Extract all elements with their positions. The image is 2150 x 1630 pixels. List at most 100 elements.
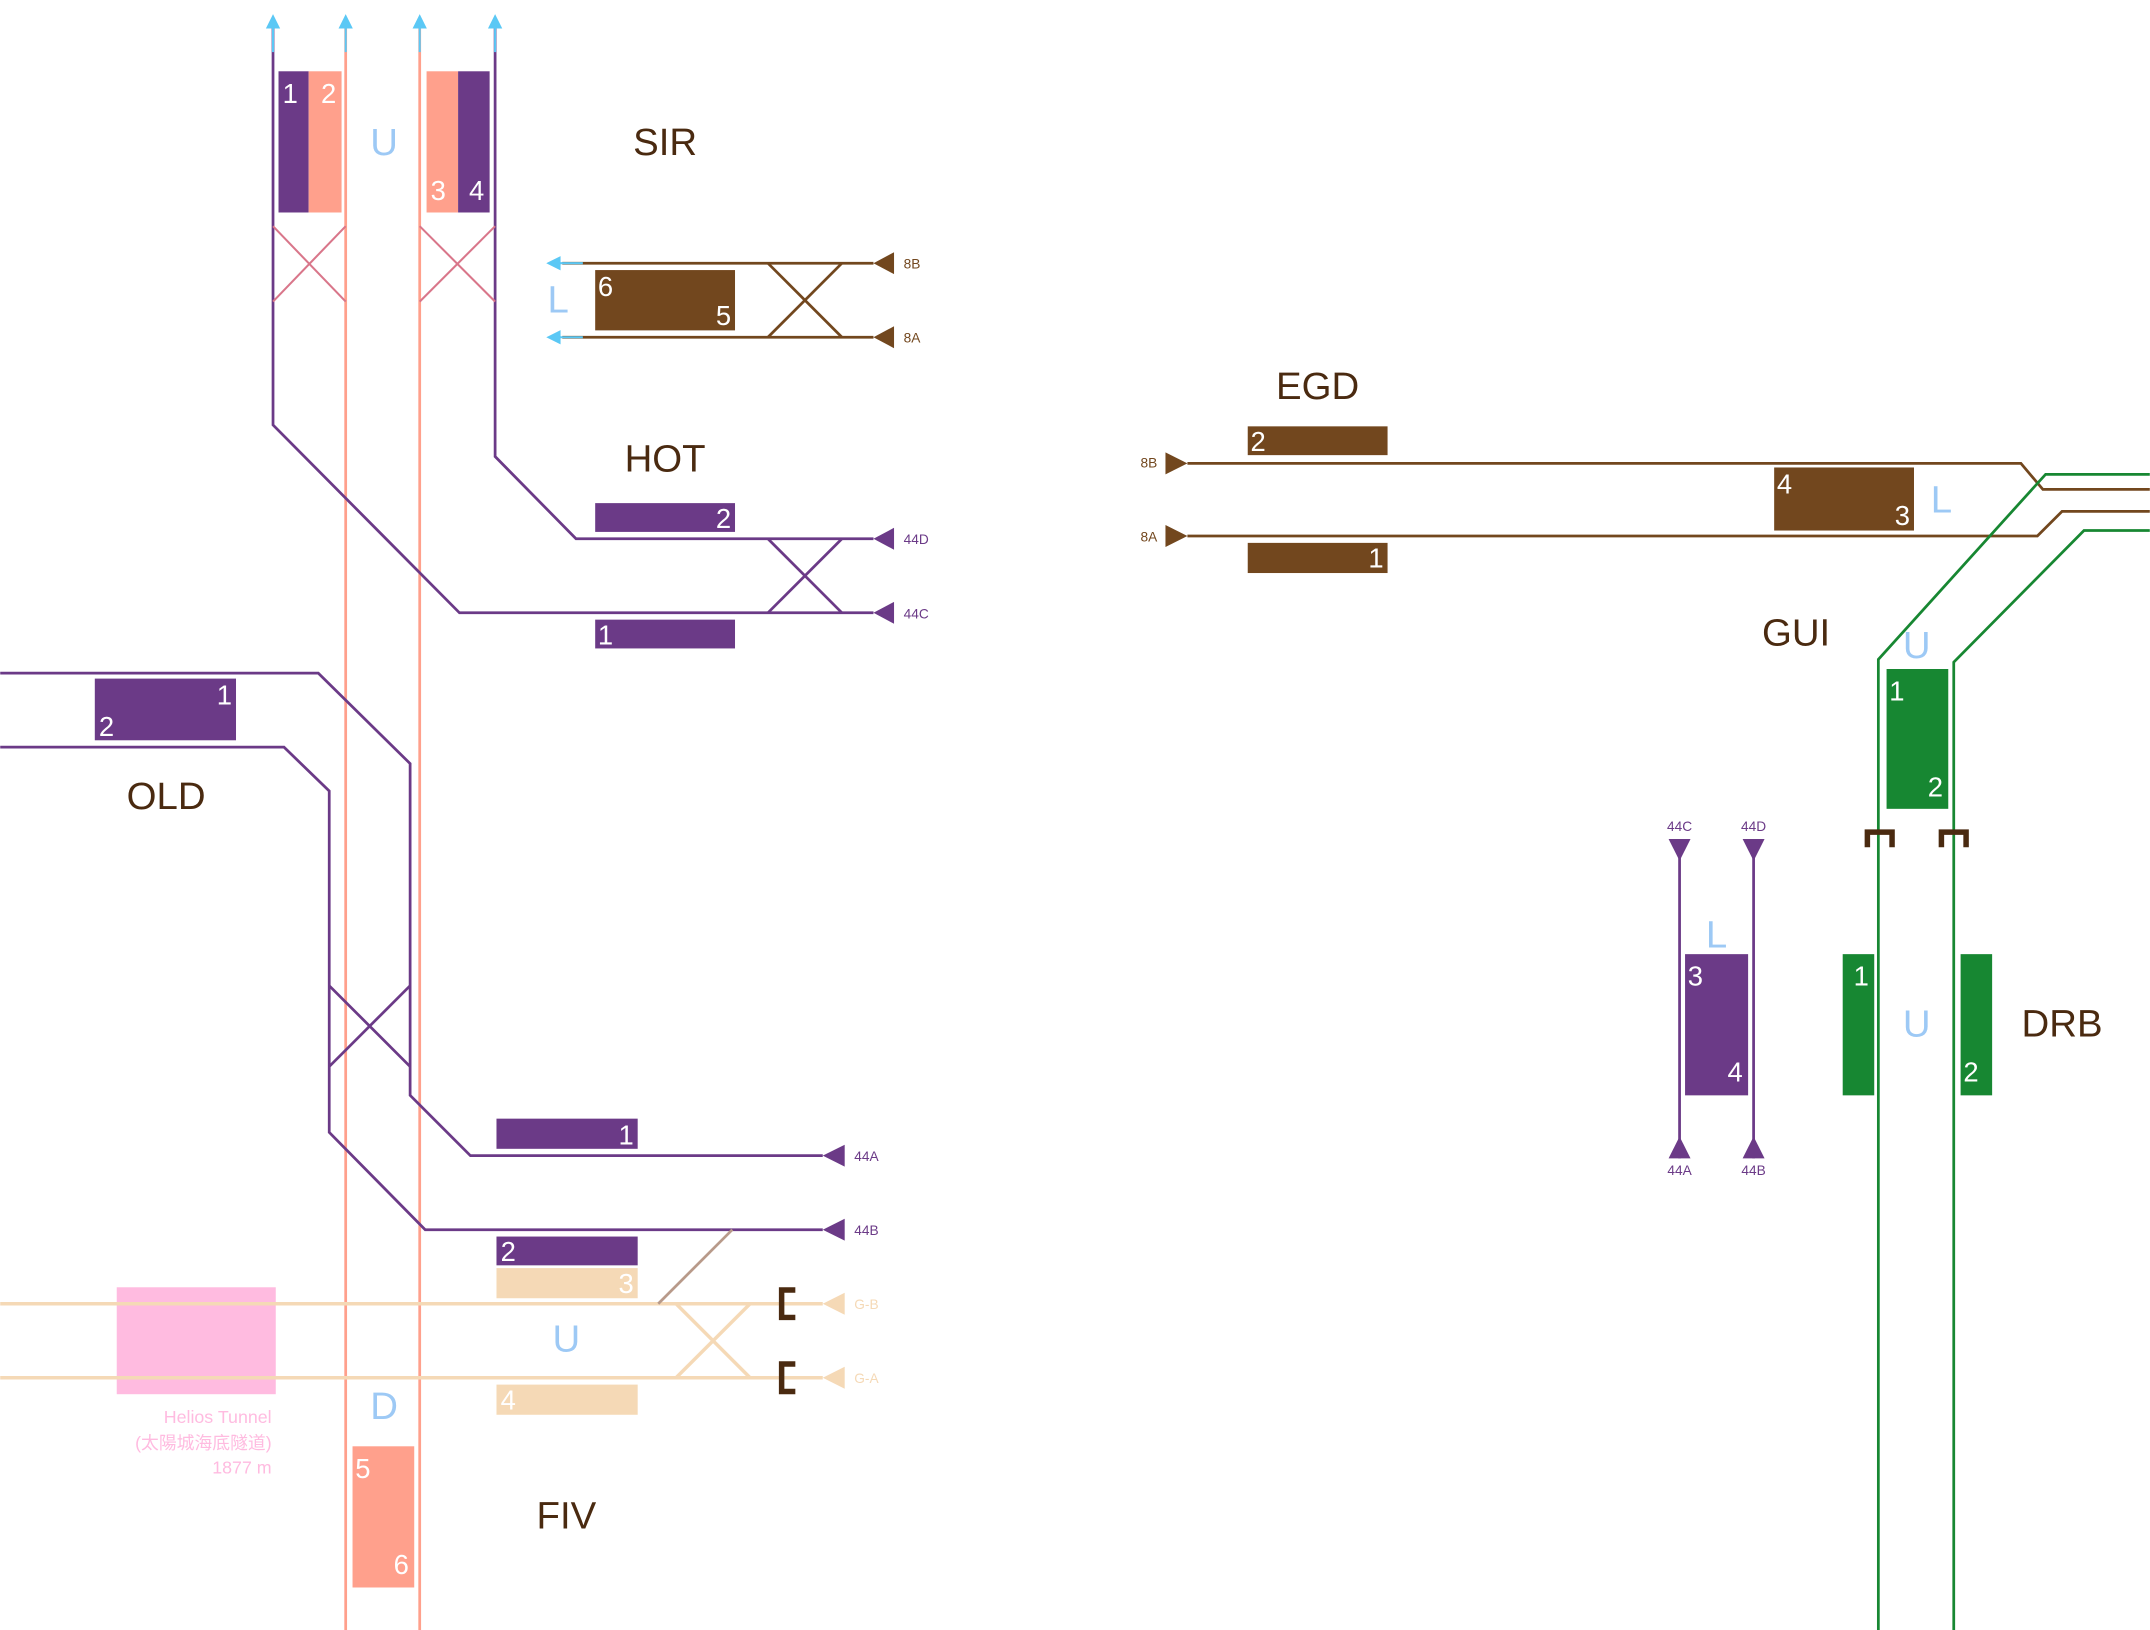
platform-drb-2 — [1960, 954, 1993, 1096]
platform-label: 6 — [394, 1549, 409, 1580]
track-id: 44C — [904, 606, 929, 621]
platform-label: 4 — [1777, 469, 1792, 500]
fiv-connector — [657, 1228, 734, 1305]
direction-arrows-left — [546, 256, 583, 345]
platform-ul-1 — [278, 71, 309, 213]
tunnel-name: Helios Tunnel — [164, 1407, 272, 1427]
track-end-triangle — [873, 326, 895, 349]
salmon-tracks — [344, 27, 422, 1630]
sir-tracks — [562, 261, 874, 339]
platform-label: 2 — [99, 711, 114, 742]
track-end-triangle — [873, 601, 895, 624]
platform-label: 6 — [598, 271, 613, 302]
track-end-triangles — [1668, 838, 1765, 1159]
platform-gui-u — [1886, 668, 1949, 809]
level-label: L — [1706, 913, 1727, 956]
level-label: L — [1931, 479, 1952, 522]
tunnel-length: 1877 m — [212, 1458, 271, 1478]
track-id: G-A — [854, 1371, 879, 1386]
platform-label: 1 — [1368, 543, 1383, 574]
platform-label: 2 — [1928, 771, 1943, 802]
track-id: 44C — [1667, 819, 1692, 834]
crossovers-upper — [272, 225, 496, 303]
platform-label: 4 — [1728, 1057, 1743, 1088]
old-tracks — [0, 671, 823, 1232]
track-id: 8B — [904, 257, 921, 272]
platform-label: 4 — [469, 175, 484, 206]
station-name-hot: HOT — [625, 438, 706, 481]
tunnel-chinese-name: (太陽城海底隧道) — [135, 1433, 272, 1453]
platform-label: 1 — [1854, 961, 1869, 992]
station-name-egd: EGD — [1276, 365, 1359, 408]
platform-sir — [595, 270, 736, 331]
platform-hot-2 — [595, 503, 736, 532]
platform-label: 3 — [618, 1268, 633, 1299]
fiv-tracks — [0, 1302, 823, 1380]
track-end-triangle — [873, 252, 895, 275]
platform-ul-3 — [426, 71, 459, 213]
platform-label: 3 — [431, 175, 446, 206]
track-end-triangle — [822, 1366, 845, 1389]
track-id: 8A — [1141, 530, 1159, 545]
level-label: U — [370, 121, 398, 164]
platform-label: 1 — [598, 619, 613, 650]
platform-fiv-4 — [496, 1384, 638, 1415]
platform-drb-1 — [1842, 954, 1875, 1096]
track-id: G-B — [854, 1297, 878, 1312]
level-label: U — [1903, 624, 1931, 667]
station-name-fiv: FIV — [537, 1495, 597, 1538]
platform-gui-l — [1774, 467, 1914, 531]
track-id: 8A — [904, 331, 922, 346]
track-id: 44A — [854, 1149, 879, 1164]
track-id: 44D — [1741, 819, 1766, 834]
platform-label: 5 — [355, 1453, 370, 1484]
platform-ul-4 — [458, 71, 490, 213]
platform-old-lower-1 — [496, 1118, 638, 1149]
track-end-triangle — [822, 1144, 845, 1167]
platform-label: 1 — [1889, 676, 1904, 707]
level-label: U — [1903, 1002, 1931, 1045]
buffer-stop-icon — [778, 1287, 796, 1395]
platform-label: 3 — [1688, 961, 1703, 992]
platform-label: 1 — [618, 1120, 633, 1151]
platform-label: 1 — [217, 680, 232, 711]
platform-drb-l — [1685, 954, 1749, 1096]
platform-old-lower-2 — [496, 1236, 638, 1266]
station-name-sir: SIR — [633, 121, 697, 164]
track-end-triangle — [822, 1218, 845, 1241]
track-id: 44D — [904, 532, 929, 547]
platform-egd-1 — [1247, 542, 1388, 574]
platform-label: 4 — [501, 1384, 516, 1415]
platform-fiv-3 — [496, 1268, 638, 1299]
platform-label: 2 — [1250, 426, 1265, 457]
drb-purple-tracks — [1678, 838, 1755, 1159]
platform-hot-1 — [595, 619, 736, 649]
track-end-triangle — [873, 527, 895, 550]
level-label: U — [553, 1318, 581, 1361]
platform-egd-2 — [1247, 426, 1388, 456]
platform-label: 1 — [283, 78, 298, 109]
track-end-triangle — [1165, 525, 1188, 547]
platform-label: 2 — [501, 1236, 516, 1267]
egd-tracks — [1187, 461, 2150, 538]
level-label: D — [370, 1385, 398, 1428]
station-name-gui: GUI — [1762, 612, 1830, 655]
station-name-drb: DRB — [2022, 1002, 2103, 1045]
track-id: 44A — [1667, 1163, 1692, 1178]
green-tracks — [1876, 472, 2150, 1630]
platform-label: 2 — [716, 503, 731, 534]
platform-ul-2 — [308, 71, 342, 213]
platform-label: 3 — [1895, 500, 1910, 531]
track-end-triangle — [1165, 452, 1188, 475]
station-name-old: OLD — [127, 775, 206, 818]
track-id: 8B — [1141, 455, 1158, 470]
buffer-stop-icon — [1864, 829, 1969, 848]
platform-label: 5 — [716, 300, 731, 331]
platform-label: 2 — [321, 78, 336, 109]
track-id: 44B — [1741, 1163, 1765, 1178]
track-id: 44B — [854, 1223, 878, 1238]
level-label: L — [547, 279, 568, 322]
direction-arrows-up — [265, 14, 503, 53]
platform-label: 2 — [1963, 1057, 1978, 1088]
